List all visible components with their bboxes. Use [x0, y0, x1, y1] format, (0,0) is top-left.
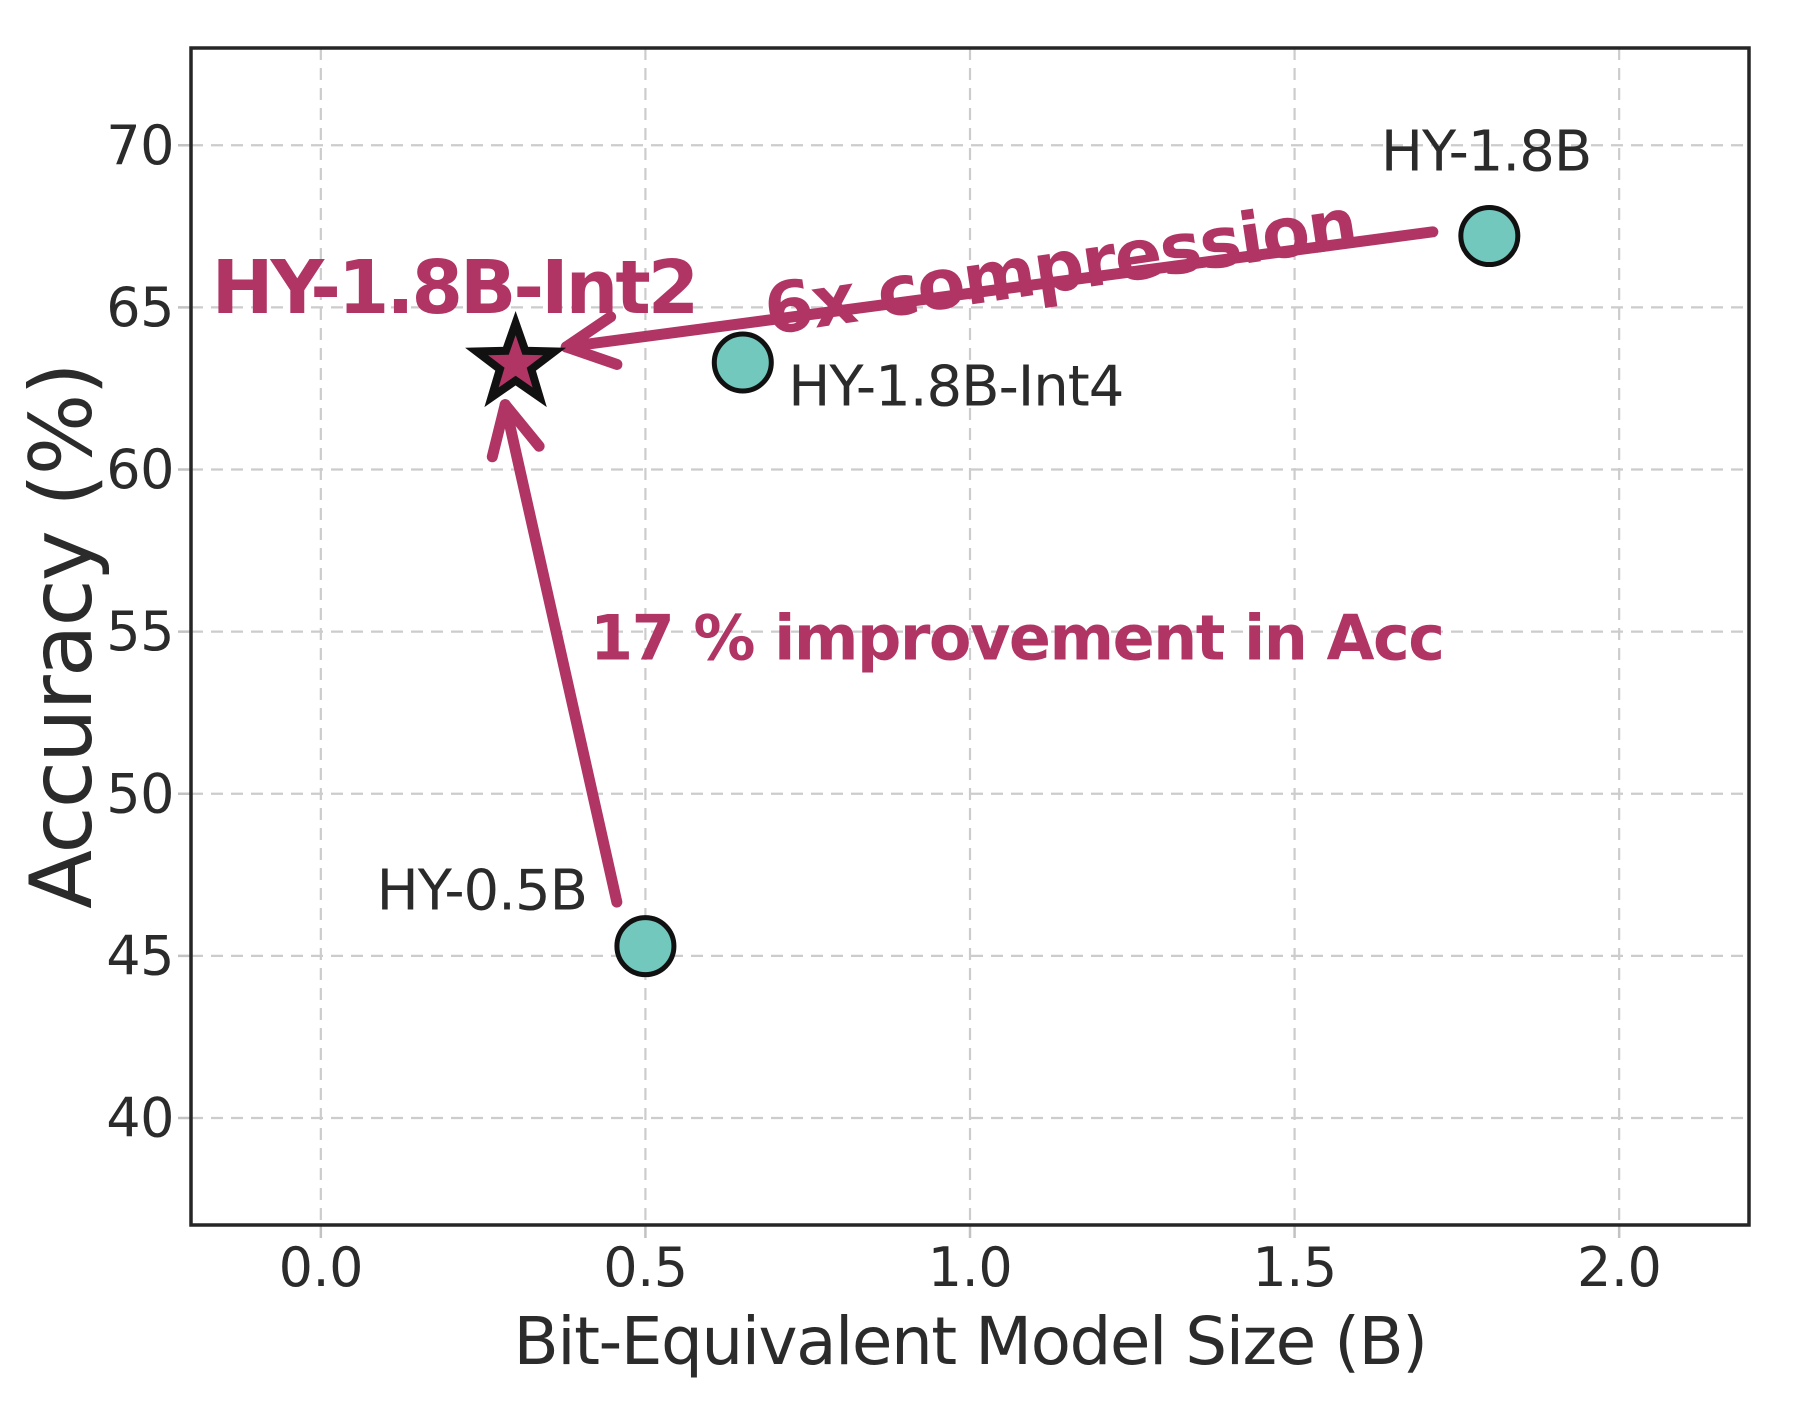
x-tick-label-2-0: 2.0 [1577, 1236, 1661, 1299]
y-tick-label-50: 50 [106, 762, 174, 825]
y-tick-label-70: 70 [106, 114, 174, 177]
marker-hy-0-5b [614, 915, 677, 978]
y-tick-label-55: 55 [106, 600, 174, 663]
x-tick-label-0-0: 0.0 [279, 1236, 363, 1299]
y-tick-label-40: 40 [106, 1087, 174, 1150]
marker-hy-1-8b-int4 [711, 331, 774, 394]
plot-border [189, 46, 1751, 1227]
label-hy-1-8b-int2: HY-1.8B-Int2 [212, 245, 697, 331]
marker-hy-1-8b-int2 [465, 310, 567, 408]
y-tick-label-45: 45 [106, 924, 174, 987]
x-axis-title: Bit-Equivalent Model Size (B) [513, 1303, 1426, 1380]
arrow-17-improvement-in-acc [486, 399, 623, 908]
label-hy-1-8b: HY-1.8B [1381, 119, 1591, 184]
marker-hy-1-8b [1458, 205, 1521, 268]
y-tick-label-65: 65 [106, 276, 174, 339]
annotation-6x-compression: 6x compression [759, 182, 1362, 351]
arrow-6x-compression [560, 226, 1439, 370]
y-axis-title: Accuracy (%) [12, 364, 112, 909]
annotation-17-improvement-in-acc: 17 % improvement in Acc [590, 602, 1443, 675]
x-tick-label-1-0: 1.0 [928, 1236, 1012, 1299]
label-hy-0-5b: HY-0.5B [377, 859, 587, 924]
y-tick-label-60: 60 [106, 438, 174, 501]
label-hy-1-8b-int4: HY-1.8B-Int4 [788, 354, 1123, 419]
x-tick-label-0-5: 0.5 [603, 1236, 687, 1299]
x-tick-label-1-5: 1.5 [1252, 1236, 1336, 1299]
